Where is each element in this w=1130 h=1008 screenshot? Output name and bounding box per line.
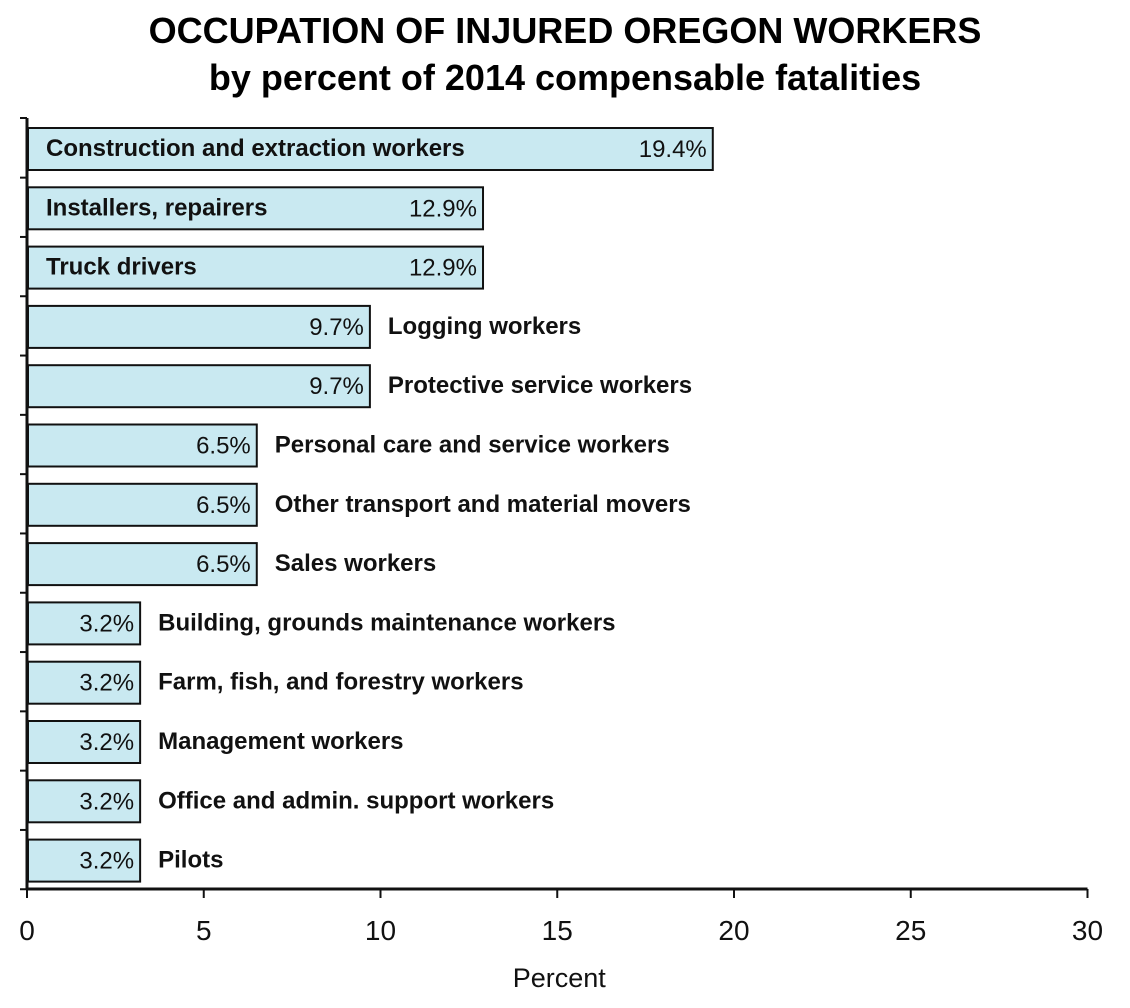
- bar-value-label: 9.7%: [309, 314, 364, 341]
- bar-category-label: Office and admin. support workers: [158, 787, 554, 814]
- bar: [27, 245, 485, 290]
- chart-subtitle: by percent of 2014 compensable fatalitie…: [208, 57, 922, 98]
- bar-value-label: 6.5%: [196, 492, 251, 519]
- x-axis-tick-label: 30: [1072, 915, 1103, 946]
- bar: [27, 127, 714, 171]
- bar-value-label: 9.7%: [309, 373, 364, 400]
- bar: [27, 423, 258, 468]
- bar-value-label: 3.2%: [79, 729, 134, 756]
- bar-category-label: Sales workers: [275, 550, 436, 577]
- bars-layer: 19.4% Construction and extraction workers…: [27, 127, 714, 883]
- bar: [27, 779, 142, 824]
- bar: [27, 542, 258, 587]
- bar-category-label: Truck drivers: [46, 254, 197, 281]
- bar-category-label: Personal care and service workers: [275, 432, 670, 459]
- x-axis-tick-label: 15: [542, 915, 573, 946]
- bar: [27, 660, 142, 705]
- bar: [27, 364, 371, 409]
- bar-category-label: Installers, repairers: [46, 194, 267, 221]
- bar-value-label: 3.2%: [79, 670, 134, 697]
- x-axis-tick-label: 5: [196, 915, 212, 946]
- x-axis-tick-label: 10: [365, 915, 396, 946]
- bar: [27, 601, 142, 646]
- bar: [27, 482, 258, 527]
- x-axis-tick-label: 0: [19, 915, 35, 946]
- bar-category-label: Other transport and material movers: [275, 491, 691, 518]
- bar-value-label: 12.9%: [409, 195, 477, 222]
- bar-category-label: Pilots: [158, 847, 223, 874]
- bar-value-label: 3.2%: [79, 788, 134, 815]
- bar-value-label: 19.4%: [639, 136, 707, 163]
- bar-category-label: Building, grounds maintenance workers: [158, 609, 615, 636]
- x-axis-tick-label: 20: [718, 915, 749, 946]
- bar-category-label: Construction and extraction workers: [46, 135, 465, 162]
- bar-value-label: 12.9%: [409, 255, 477, 282]
- x-axis-tick-label: 25: [895, 915, 926, 946]
- x-axis-title: Percent: [513, 963, 607, 993]
- y-axis-ticks: [20, 117, 27, 891]
- bar-category-label: Farm, fish, and forestry workers: [158, 669, 523, 696]
- bar-value-label: 3.2%: [79, 848, 134, 875]
- bar-value-label: 6.5%: [196, 551, 251, 578]
- bar-category-label: Logging workers: [388, 313, 581, 340]
- bar-category-label: Management workers: [158, 728, 403, 755]
- bar-value-label: 3.2%: [79, 610, 134, 637]
- bar: [27, 720, 142, 764]
- chart-title: OCCUPATION OF INJURED OREGON WORKERS: [148, 10, 982, 51]
- x-axis-ticks: 0 5 10 15 20 25 30: [19, 889, 1103, 946]
- bar: [27, 304, 371, 349]
- axes-layer: 0 5 10 15 20 25 30: [19, 117, 1103, 946]
- bar-value-label: 6.5%: [196, 433, 251, 460]
- bar-category-label: Protective service workers: [388, 372, 692, 399]
